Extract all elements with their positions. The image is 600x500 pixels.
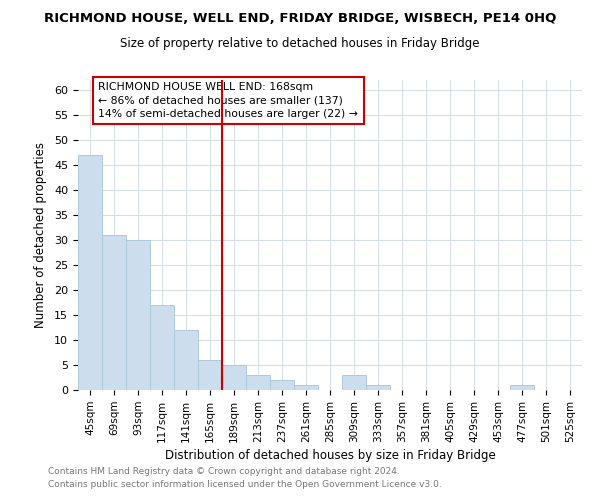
Bar (150, 305, 174, 390)
Text: Contains HM Land Registry data © Crown copyright and database right 2024.: Contains HM Land Registry data © Crown c… (48, 467, 400, 476)
Y-axis label: Number of detached properties: Number of detached properties (34, 142, 47, 328)
Bar (174, 330, 198, 390)
Bar (78, 155, 102, 390)
Bar (198, 360, 222, 390)
Bar (270, 380, 294, 390)
Bar (102, 235, 126, 390)
Bar (246, 375, 270, 390)
Text: RICHMOND HOUSE WELL END: 168sqm
← 86% of detached houses are smaller (137)
14% o: RICHMOND HOUSE WELL END: 168sqm ← 86% of… (98, 82, 358, 119)
Bar (342, 375, 366, 390)
Bar (510, 385, 534, 390)
Bar (294, 385, 318, 390)
Text: Size of property relative to detached houses in Friday Bridge: Size of property relative to detached ho… (120, 38, 480, 51)
Bar (126, 240, 150, 390)
Text: Contains public sector information licensed under the Open Government Licence v3: Contains public sector information licen… (48, 480, 442, 489)
Text: RICHMOND HOUSE, WELL END, FRIDAY BRIDGE, WISBECH, PE14 0HQ: RICHMOND HOUSE, WELL END, FRIDAY BRIDGE,… (44, 12, 556, 26)
X-axis label: Distribution of detached houses by size in Friday Bridge: Distribution of detached houses by size … (164, 449, 496, 462)
Bar (222, 365, 246, 390)
Bar (366, 385, 390, 390)
